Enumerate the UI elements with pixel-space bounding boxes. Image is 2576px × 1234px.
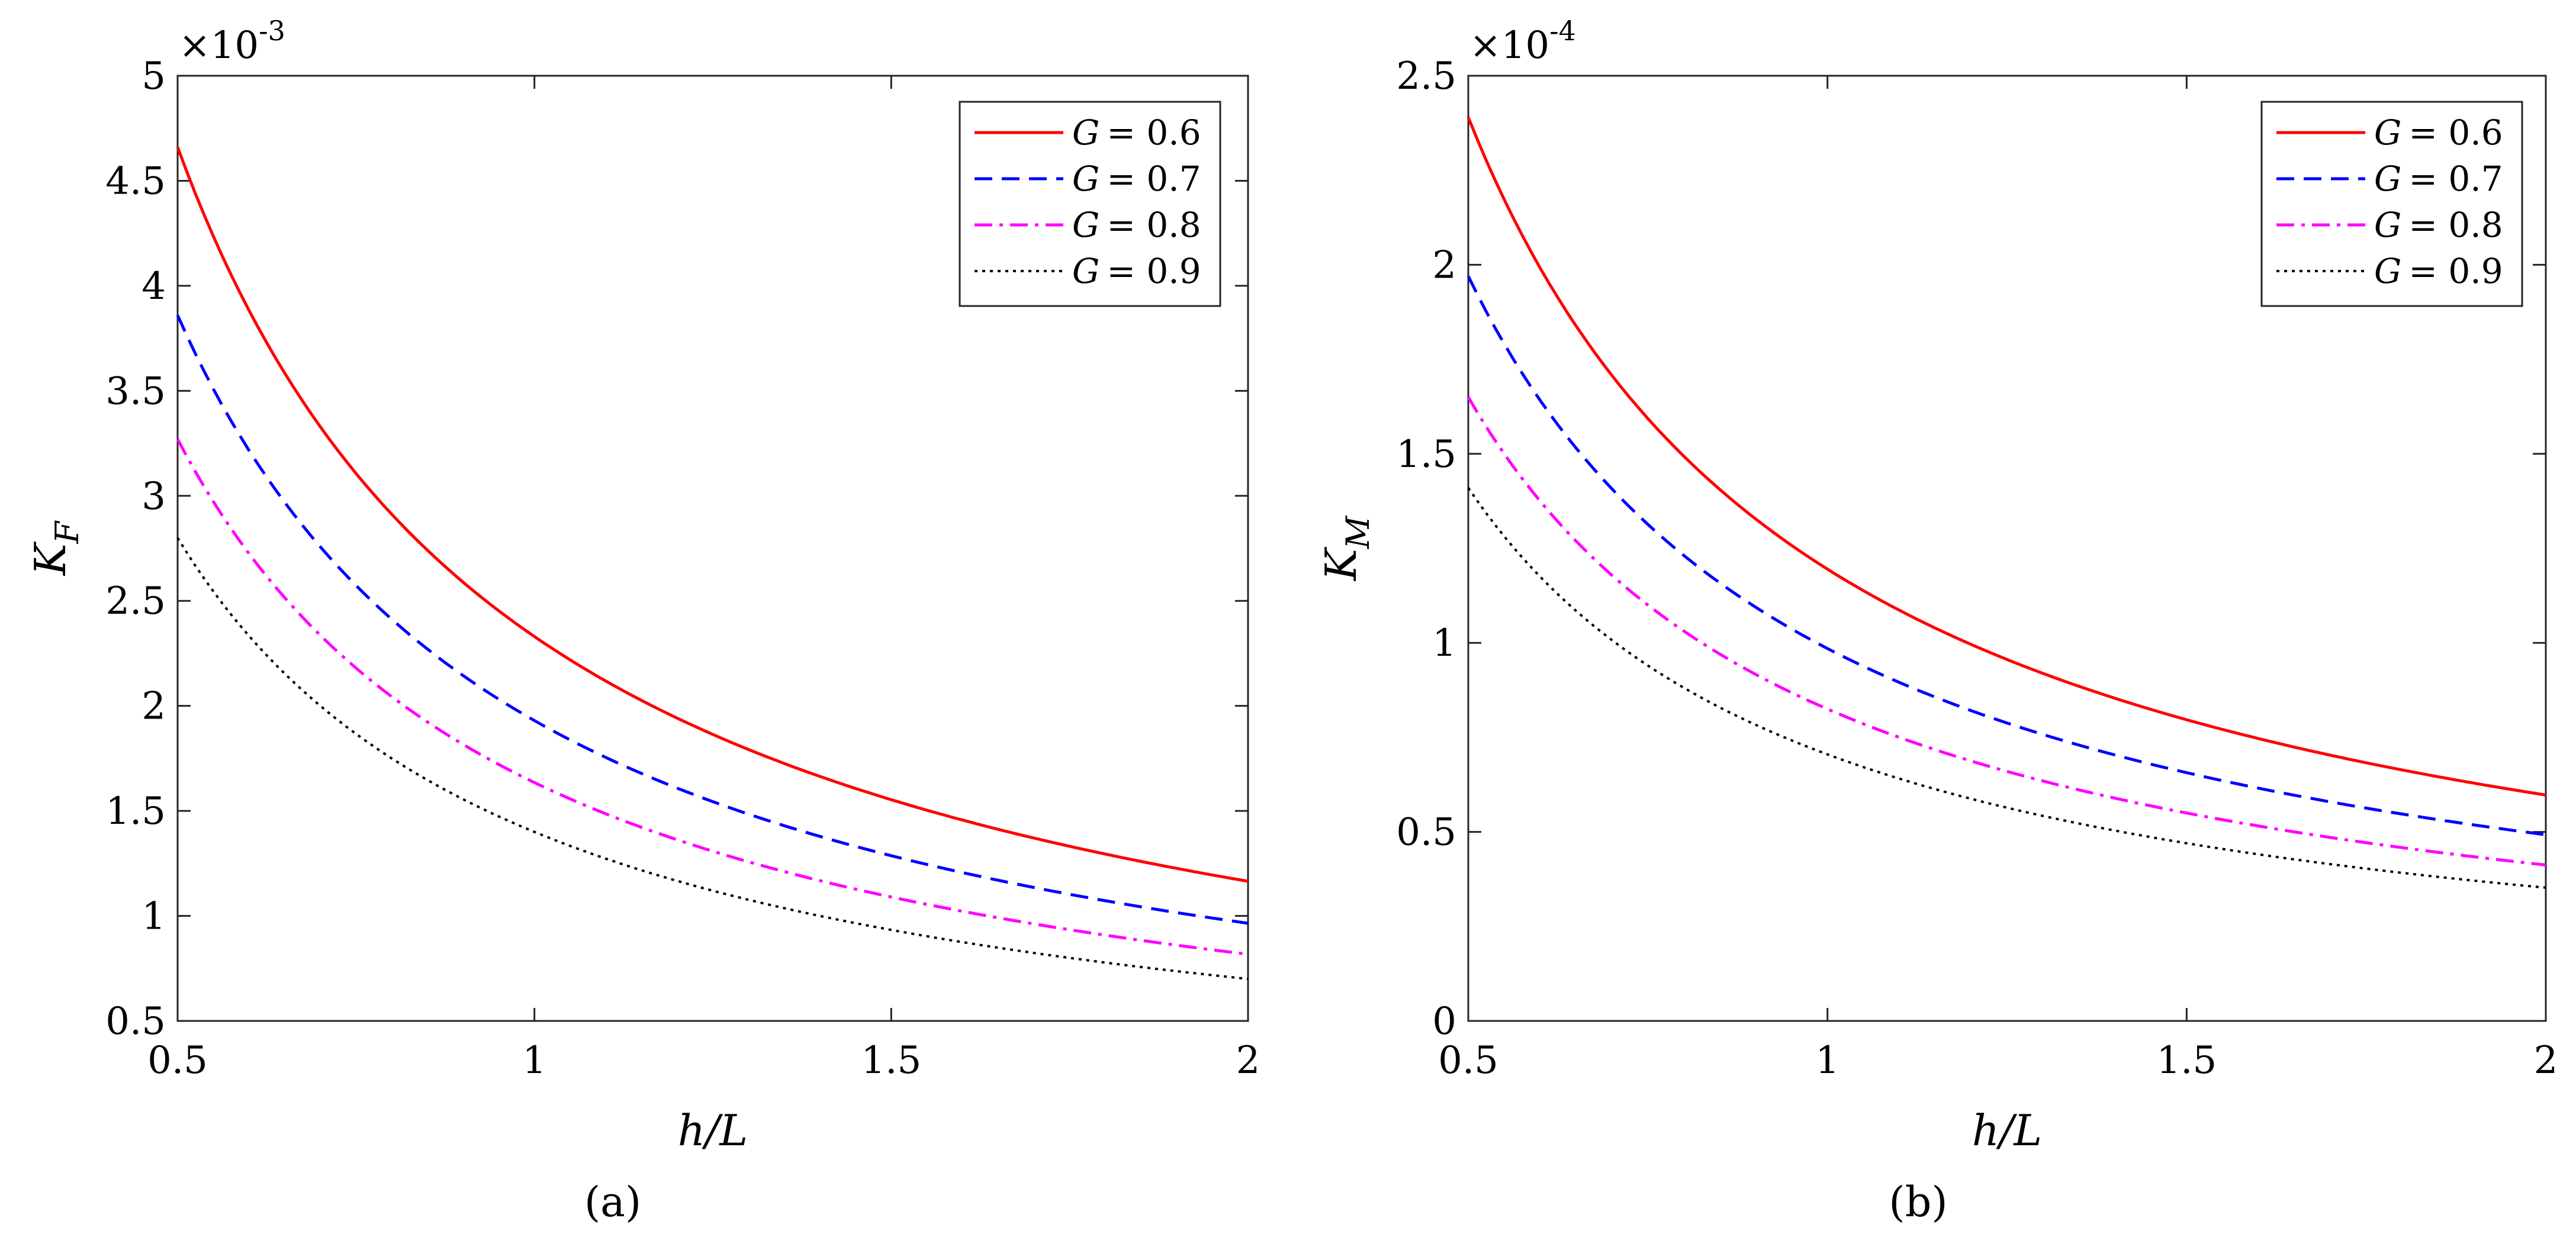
y-axis-label: KM — [1316, 515, 1377, 582]
y-tick-label: 4 — [141, 265, 166, 308]
x-tick-label: 1 — [522, 1039, 546, 1082]
series-line-0.9 — [176, 537, 1249, 980]
legend-label: G = 0.8 — [1072, 205, 1201, 245]
x-tick-label: 2 — [2534, 1039, 2558, 1082]
axes-box — [1467, 75, 2547, 1022]
y-tick-label: 3 — [141, 475, 166, 518]
panel-caption: (a) — [584, 1178, 641, 1226]
y-tick-label: 2 — [1432, 243, 1456, 287]
y-tick-label: 0.5 — [1396, 811, 1456, 855]
y-tick-label: 1.5 — [1396, 433, 1456, 476]
legend-label: G = 0.6 — [1072, 112, 1201, 153]
y-tick-label: 0.5 — [105, 1000, 166, 1043]
chart-panel-a: 0.5 1 1.5 2 2.5 3 3.5 4 4.5 5 0.5 1 1.5 2 ×10-3 h/L KF G =… — [25, 15, 1260, 1226]
series-line-0.7 — [176, 314, 1249, 925]
series-line-0.9 — [1467, 487, 2546, 889]
series-line-0.6 — [176, 146, 1249, 883]
series-line-0.8 — [176, 438, 1249, 956]
x-tick-label: 0.5 — [147, 1039, 208, 1082]
y-scale-exponent: ×10-3 — [179, 15, 285, 67]
x-axis-label: h/L — [678, 1106, 748, 1155]
legend-label: G = 0.7 — [2374, 159, 2503, 199]
y-tick-label: 1.5 — [105, 790, 166, 833]
x-tick-label: 0.5 — [1438, 1039, 1498, 1082]
x-tick-label: 2 — [1236, 1039, 1260, 1082]
y-tick-label: 3.5 — [105, 369, 166, 413]
legend-box — [2260, 101, 2523, 307]
y-tick-label: 2 — [141, 685, 166, 729]
y-scale-exponent: ×10-4 — [1469, 15, 1576, 67]
y-tick-label: 4.5 — [105, 159, 166, 203]
series-line-0.7 — [1467, 275, 2546, 836]
legend: G = 0.6 G = 0.7 G = 0.8 G = 0.9 — [2260, 101, 2523, 307]
legend-box — [959, 101, 1221, 307]
legend-label: G = 0.7 — [1072, 159, 1201, 199]
series-line-0.8 — [1467, 396, 2546, 866]
series-line-0.6 — [1467, 117, 2546, 797]
legend-label: G = 0.9 — [2374, 251, 2503, 291]
x-tick-label: 1.5 — [861, 1039, 921, 1082]
legend-label: G = 0.6 — [2374, 112, 2503, 153]
legend: G = 0.6 G = 0.7 G = 0.8 G = 0.9 — [959, 101, 1221, 307]
y-axis-label: KF — [25, 520, 86, 576]
y-tick-label: 2.5 — [105, 579, 166, 623]
legend-label: G = 0.8 — [2374, 205, 2503, 245]
x-tick-label: 1.5 — [2156, 1039, 2217, 1082]
y-tick-label: 5 — [141, 54, 166, 98]
axes-box — [176, 75, 1249, 1022]
panel-caption: (b) — [1889, 1178, 1947, 1226]
y-tick-label: 0 — [1432, 1000, 1456, 1043]
y-tick-label: 1 — [1432, 621, 1456, 665]
y-tick-label: 2.5 — [1396, 54, 1456, 98]
x-tick-label: 1 — [1815, 1039, 1839, 1082]
legend-label: G = 0.9 — [1072, 251, 1201, 291]
x-axis-label: h/L — [1972, 1106, 2042, 1155]
y-tick-label: 1 — [141, 895, 166, 939]
